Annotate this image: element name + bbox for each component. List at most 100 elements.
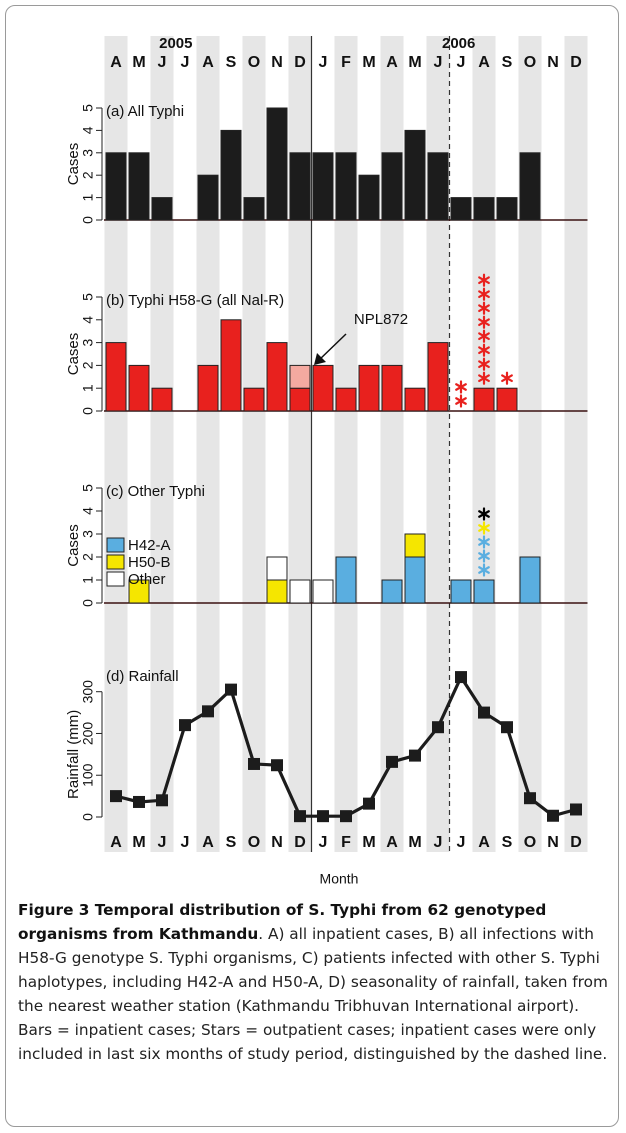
month-label: M: [408, 54, 421, 71]
bar: [289, 152, 311, 221]
y-tick-label: 0: [80, 407, 96, 415]
marker: [110, 790, 122, 803]
bar: [404, 556, 426, 604]
outpatient-star: [478, 549, 490, 563]
y-tick-label: 4: [80, 126, 96, 134]
y-tick-label: 200: [80, 722, 96, 746]
marker: [156, 794, 168, 807]
marker: [248, 757, 260, 770]
bar: [381, 152, 403, 221]
bar: [266, 556, 288, 581]
panel-title: (a) All Typhi: [106, 103, 184, 120]
bar: [381, 579, 403, 604]
bar: [197, 174, 219, 221]
y-tick-label: 1: [80, 576, 96, 584]
marker: [547, 809, 559, 822]
panel-title: (c) Other Typhi: [106, 483, 205, 500]
bar: [289, 364, 311, 389]
marker: [455, 671, 467, 684]
bar: [289, 387, 311, 412]
y-tick-label: 5: [80, 293, 96, 301]
outpatient-star: [478, 315, 490, 329]
marker: [409, 749, 421, 762]
bar: [105, 342, 127, 412]
outpatient-star: [478, 507, 490, 521]
month-label: S: [502, 834, 513, 851]
month-label: J: [319, 834, 328, 851]
bar: [496, 387, 518, 412]
y-tick-label: 1: [80, 384, 96, 392]
stripe: [104, 36, 128, 852]
marker: [317, 810, 329, 823]
legend-swatch: [106, 554, 125, 570]
month-label: S: [226, 54, 237, 71]
outpatient-star: [478, 563, 490, 577]
outpatient-star: [478, 521, 490, 535]
month-label: N: [547, 54, 559, 71]
marker: [202, 705, 214, 718]
legend-swatch: [106, 537, 125, 553]
month-label: J: [181, 54, 190, 71]
marker: [271, 759, 283, 772]
y-axis-label: Rainfall (mm): [65, 710, 82, 799]
month-label: F: [341, 54, 351, 71]
y-tick-label: 0: [80, 813, 96, 821]
month-label: N: [271, 834, 283, 851]
y-tick-label: 3: [80, 149, 96, 157]
bar: [266, 579, 288, 604]
bar: [358, 364, 380, 412]
bar: [519, 556, 541, 604]
legend-label: H42-A: [128, 537, 171, 554]
outpatient-star: [455, 380, 467, 394]
annotation-arrow: [317, 333, 347, 362]
stripe: [196, 36, 220, 852]
bar: [473, 197, 495, 221]
bar: [289, 579, 311, 604]
bar: [335, 152, 357, 221]
y-tick-label: 5: [80, 104, 96, 112]
month-label: S: [226, 834, 237, 851]
bar: [404, 129, 426, 221]
month-label: A: [202, 54, 214, 71]
bar: [220, 129, 242, 221]
bar: [151, 387, 173, 412]
month-label: A: [110, 834, 122, 851]
bar: [427, 152, 449, 221]
bar: [335, 387, 357, 412]
marker: [501, 721, 513, 734]
month-label: J: [319, 54, 328, 71]
month-label: A: [110, 54, 122, 71]
bar: [404, 533, 426, 558]
outpatient-star: [478, 371, 490, 385]
caption-title: Figure 3 Temporal distribution of S. Typ…: [18, 901, 547, 943]
bar: [450, 197, 472, 221]
outpatient-star: [478, 301, 490, 315]
caption: Figure 3 Temporal distribution of S. Typ…: [18, 898, 610, 1066]
stripe: [426, 36, 450, 852]
month-label: A: [202, 834, 214, 851]
stripe: [472, 36, 496, 852]
month-label: N: [271, 54, 283, 71]
marker: [179, 719, 191, 732]
outpatient-star: [478, 357, 490, 371]
month-label: O: [248, 834, 260, 851]
month-label: M: [132, 54, 145, 71]
bar: [128, 152, 150, 221]
stripe: [150, 36, 174, 852]
y-tick-label: 3: [80, 338, 96, 346]
bar: [243, 387, 265, 412]
month-label: M: [132, 834, 145, 851]
marker: [340, 810, 352, 823]
y-tick-label: 5: [80, 484, 96, 492]
month-label: M: [362, 54, 375, 71]
stripe: [334, 36, 358, 852]
month-label: M: [408, 834, 421, 851]
bar: [312, 152, 334, 221]
caption-text: . A) all inpatient cases, B) all infecti…: [18, 925, 608, 1063]
bar: [128, 364, 150, 412]
outpatient-star: [478, 287, 490, 301]
bar: [427, 342, 449, 412]
marker: [363, 797, 375, 810]
year-label: 2006: [442, 35, 475, 52]
